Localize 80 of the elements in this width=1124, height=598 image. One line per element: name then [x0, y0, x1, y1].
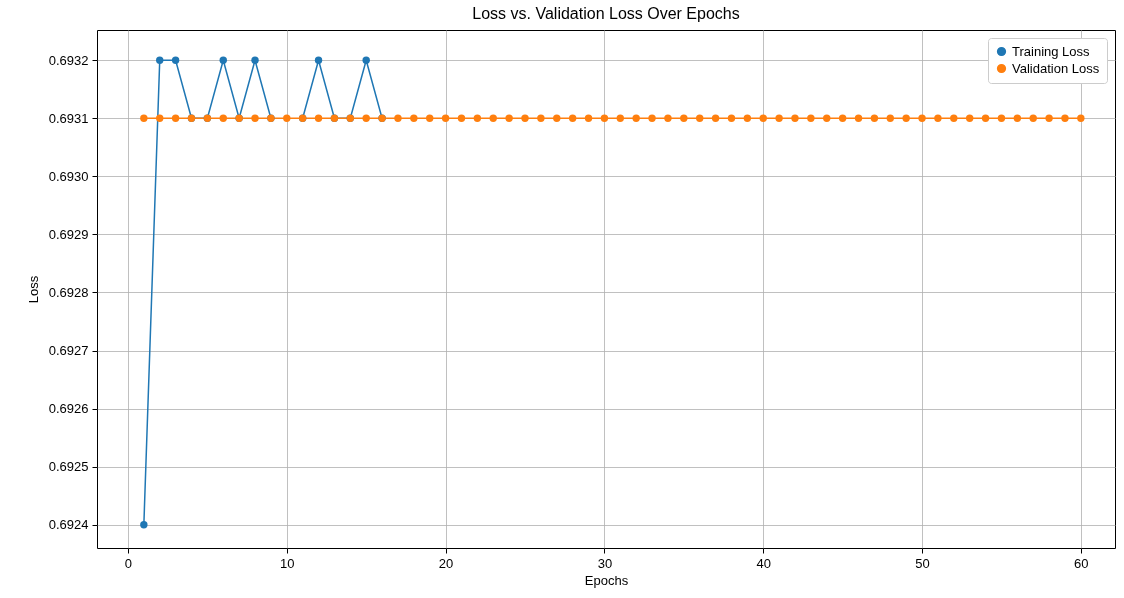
point [616, 114, 624, 122]
point [156, 114, 164, 122]
y-tick-label: 0.6926 [48, 401, 89, 417]
point [854, 114, 863, 122]
point [886, 114, 894, 122]
point [727, 114, 736, 122]
point [934, 114, 942, 122]
y-tick-label: 0.6931 [48, 110, 89, 126]
point [457, 114, 466, 122]
point [1045, 114, 1053, 122]
x-tick-label: 10 [280, 555, 295, 571]
point [950, 114, 958, 122]
point [537, 114, 545, 122]
point [314, 114, 323, 122]
x-tick-label: 40 [756, 555, 771, 571]
point [1077, 114, 1085, 122]
point [171, 56, 180, 64]
x-tick-label: 50 [915, 555, 930, 571]
point [775, 114, 783, 122]
point [838, 114, 847, 122]
point [1013, 114, 1022, 122]
point [1061, 114, 1069, 122]
x-tick-label: 0 [124, 555, 133, 571]
point [426, 114, 434, 122]
point [521, 114, 529, 122]
point [219, 114, 227, 122]
point [251, 56, 259, 64]
point [791, 114, 799, 122]
point [1029, 114, 1037, 122]
point [171, 114, 180, 122]
y-tick-label: 0.6928 [48, 284, 89, 300]
y-tick-label: 0.6929 [48, 226, 89, 242]
point [902, 114, 910, 122]
point [759, 114, 767, 122]
point [870, 114, 879, 122]
point [473, 114, 482, 122]
point [965, 114, 974, 122]
point [600, 114, 609, 122]
point [648, 114, 656, 122]
point [664, 114, 672, 122]
x-axis-title: Epochs [584, 572, 629, 588]
point [584, 114, 593, 122]
y-tick-label: 0.6927 [48, 343, 89, 359]
legend-label: Training Loss [1012, 43, 1091, 59]
point [568, 114, 577, 122]
point [251, 114, 259, 122]
point [680, 114, 688, 122]
legend-label: Validation Loss [1012, 60, 1100, 76]
point [362, 114, 370, 122]
point [997, 114, 1006, 122]
x-tick-label: 20 [438, 555, 454, 571]
y-tick-label: 0.6930 [48, 168, 89, 184]
y-axis-title: Loss [25, 275, 41, 304]
point [505, 114, 513, 122]
point [918, 114, 926, 122]
point [553, 114, 561, 122]
point [807, 114, 815, 122]
point [441, 114, 450, 122]
point [219, 56, 227, 64]
y-tick-label: 0.6924 [48, 517, 89, 533]
x-tick-label: 30 [597, 555, 613, 571]
point [362, 56, 370, 64]
point [410, 114, 418, 122]
point [695, 114, 704, 122]
y-tick-label: 0.6925 [48, 459, 89, 475]
point [140, 114, 148, 122]
point [489, 114, 497, 122]
point [711, 114, 720, 122]
point [632, 114, 640, 122]
point [283, 114, 291, 122]
point [981, 114, 990, 122]
chart-title: Loss vs. Validation Loss Over Epochs [472, 5, 740, 22]
point [140, 521, 148, 529]
y-tick-label: 0.6932 [48, 52, 89, 68]
point [823, 114, 831, 122]
point [743, 114, 752, 122]
point [394, 114, 402, 122]
point [156, 56, 164, 64]
point [314, 56, 323, 64]
x-tick-label: 60 [1074, 555, 1089, 571]
